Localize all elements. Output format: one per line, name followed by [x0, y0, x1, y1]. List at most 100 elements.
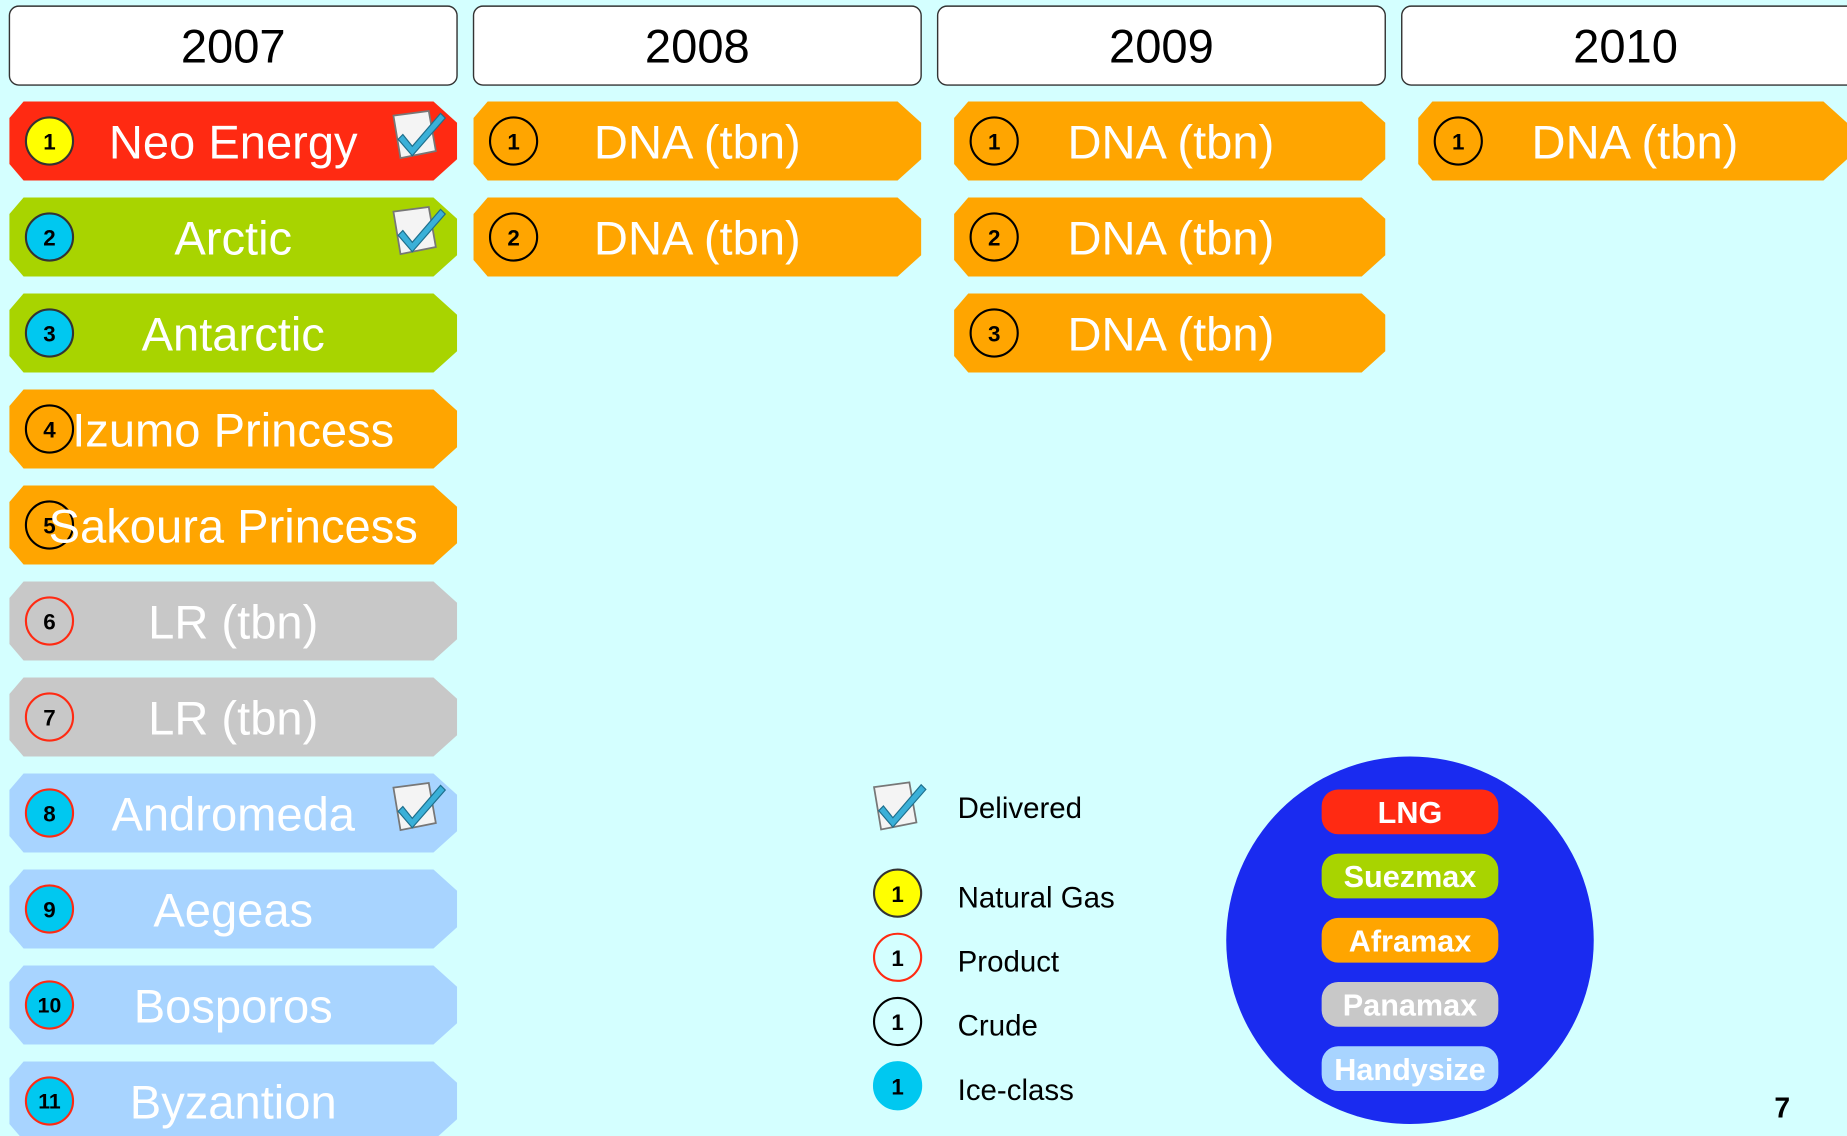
badge-number: 1	[988, 130, 1000, 155]
year-label: 2008	[645, 20, 750, 73]
vessel-name: DNA (tbn)	[594, 116, 801, 169]
delivered-icon	[392, 109, 447, 160]
vessel-bar	[473, 101, 922, 181]
badge-number: 10	[38, 995, 62, 1018]
class-pill	[1321, 982, 1499, 1027]
badge	[24, 788, 75, 838]
vessel-name: Arctic	[174, 212, 292, 265]
year-header	[1401, 5, 1847, 86]
badge	[1433, 116, 1483, 166]
vessel-bar	[1418, 101, 1847, 181]
class-label: Panamax	[1343, 989, 1477, 1023]
badge	[969, 116, 1019, 166]
badge	[872, 868, 923, 918]
vessel-name: Byzantion	[130, 1076, 337, 1129]
badge-number: 1	[507, 130, 519, 155]
vessel-bar	[9, 965, 458, 1045]
badge	[872, 932, 923, 982]
vessel-name: LR (tbn)	[148, 692, 318, 745]
vessel-name: DNA (tbn)	[1532, 116, 1739, 169]
badge	[24, 116, 75, 166]
badge	[872, 996, 923, 1047]
badge	[24, 596, 75, 646]
class-label: Aframax	[1349, 924, 1471, 958]
page-number: 7	[1774, 1091, 1790, 1123]
vessel-bar	[9, 1061, 458, 1136]
vessel-bar	[954, 293, 1386, 373]
badge	[24, 1076, 75, 1126]
badge	[24, 308, 75, 358]
icon-check	[877, 783, 927, 829]
vessel-name: DNA (tbn)	[1067, 116, 1274, 169]
vessel-name: DNA (tbn)	[1067, 212, 1274, 265]
vessel-bar	[473, 197, 922, 277]
badge-number: 2	[43, 226, 55, 251]
badge-number: 4	[43, 418, 56, 443]
legend-label: Product	[958, 946, 1059, 979]
vessel-bar	[9, 197, 458, 277]
vessel-bar	[9, 293, 458, 373]
vessel-bar	[954, 101, 1386, 181]
vessel-bar	[9, 869, 458, 949]
legend-label: Crude	[958, 1010, 1038, 1043]
vessel-bar	[954, 197, 1386, 277]
vessel-name: Aegeas	[153, 884, 313, 937]
class-label: Suezmax	[1344, 860, 1477, 894]
vessel-name: DNA (tbn)	[594, 212, 801, 265]
year-header	[8, 5, 458, 86]
class-pill	[1321, 789, 1499, 835]
year-label: 2009	[1109, 20, 1214, 73]
vessel-name: Bosporos	[134, 980, 333, 1033]
badge	[24, 980, 75, 1030]
legend-label: Ice-class	[958, 1074, 1074, 1107]
badge-number: 11	[38, 1091, 61, 1114]
legend-label: Delivered	[958, 792, 1082, 825]
icon-check	[397, 208, 447, 253]
vessel-name: DNA (tbn)	[1067, 308, 1274, 361]
icon-check	[397, 112, 447, 157]
vessel-name: Andromeda	[111, 788, 355, 841]
class-pill	[1321, 853, 1499, 899]
badge	[872, 1061, 923, 1111]
year-header	[936, 5, 1386, 86]
badge-number: 1	[1452, 130, 1464, 155]
badge-number: 3	[43, 322, 55, 347]
year-header	[472, 5, 922, 86]
vessel-bar	[9, 101, 458, 181]
year-label: 2010	[1573, 20, 1678, 73]
vessel-name: Neo Energy	[109, 116, 358, 169]
badge	[24, 692, 75, 742]
class-label: LNG	[1378, 796, 1443, 830]
badge-number: 1	[891, 1074, 903, 1099]
badge-number: 1	[891, 1010, 903, 1035]
vessel-bar	[9, 389, 458, 469]
badge-number: 6	[43, 610, 55, 635]
badge-number: 3	[988, 322, 1000, 347]
badge-number: 5	[43, 514, 55, 539]
class-pill	[1321, 1046, 1499, 1092]
badge	[24, 212, 75, 262]
vessel-bar	[9, 773, 458, 853]
badge	[488, 116, 539, 166]
badge	[24, 404, 75, 454]
vessel-name: LR (tbn)	[148, 596, 318, 649]
vessel-bar	[9, 581, 458, 661]
badge	[488, 212, 539, 262]
icon-check	[397, 784, 447, 829]
badge-number: 9	[43, 898, 55, 923]
delivered-icon	[873, 781, 927, 831]
class-pill	[1321, 917, 1499, 963]
vessel-name: Izumo Princess	[72, 404, 394, 457]
badge-number: 1	[891, 882, 903, 907]
badge-number: 2	[988, 226, 1000, 251]
delivered-icon	[392, 205, 447, 256]
vessel-bar	[9, 485, 458, 565]
badge-number: 2	[507, 226, 519, 251]
badge	[24, 500, 75, 550]
vessel-name: Sakoura Princess	[49, 500, 418, 553]
vessel-bar	[9, 677, 458, 757]
badge	[24, 884, 75, 934]
class-label: Handysize	[1334, 1053, 1485, 1087]
legend-label: Natural Gas	[958, 881, 1115, 914]
